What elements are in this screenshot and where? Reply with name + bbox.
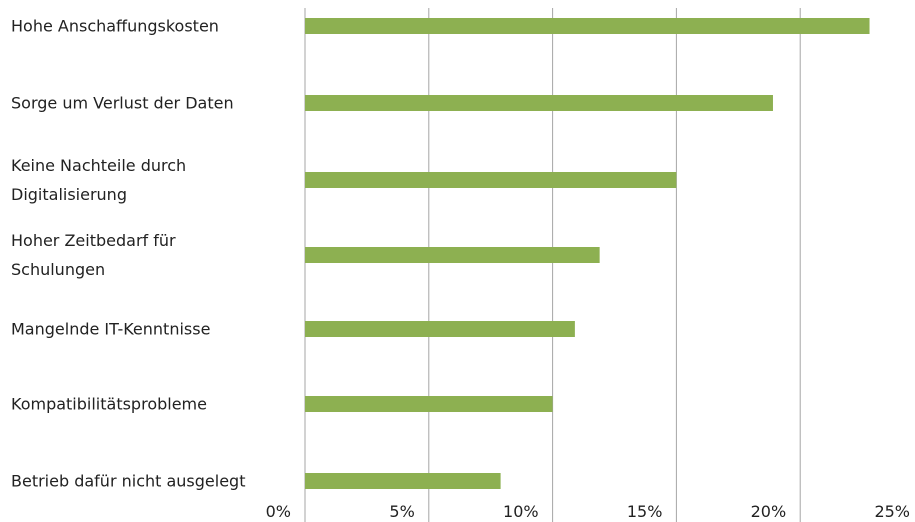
category-label: Sorge um Verlust der Daten — [11, 93, 234, 113]
x-tick-label: 25% — [874, 502, 910, 521]
bar — [305, 473, 501, 489]
category-label: Keine Nachteile durch Digitalisierung — [11, 156, 187, 204]
category-label: Mangelnde IT-Kenntnisse — [11, 319, 211, 339]
category-label: Hoher Zeitbedarf für Schulungen — [11, 231, 176, 279]
bar — [305, 18, 870, 34]
x-tick-label: 15% — [627, 502, 663, 521]
bar — [305, 321, 575, 337]
x-tick-label: 20% — [751, 502, 787, 521]
bar — [305, 95, 773, 111]
bar — [305, 172, 677, 188]
category-label: Betrieb dafür nicht ausgelegt — [11, 471, 246, 491]
bar — [305, 247, 600, 263]
category-label: Kompatibilitätsprobleme — [11, 394, 207, 414]
x-tick-label: 5% — [389, 502, 414, 521]
x-tick-label: 0% — [266, 502, 291, 521]
category-label: Hohe Anschaffungskosten — [11, 16, 219, 36]
x-tick-label: 10% — [503, 502, 539, 521]
bar — [305, 396, 553, 412]
